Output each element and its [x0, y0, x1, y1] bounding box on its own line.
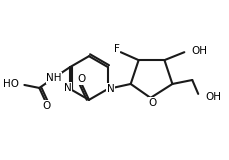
Text: N: N [106, 84, 114, 94]
Text: HO: HO [3, 79, 19, 89]
Text: NH: NH [46, 73, 62, 83]
Text: N: N [64, 83, 72, 93]
Text: O: O [42, 101, 50, 111]
Text: O: O [148, 98, 156, 108]
Text: F: F [113, 44, 119, 54]
Text: O: O [76, 74, 85, 84]
Text: OH: OH [191, 46, 206, 56]
Text: OH: OH [204, 92, 220, 102]
